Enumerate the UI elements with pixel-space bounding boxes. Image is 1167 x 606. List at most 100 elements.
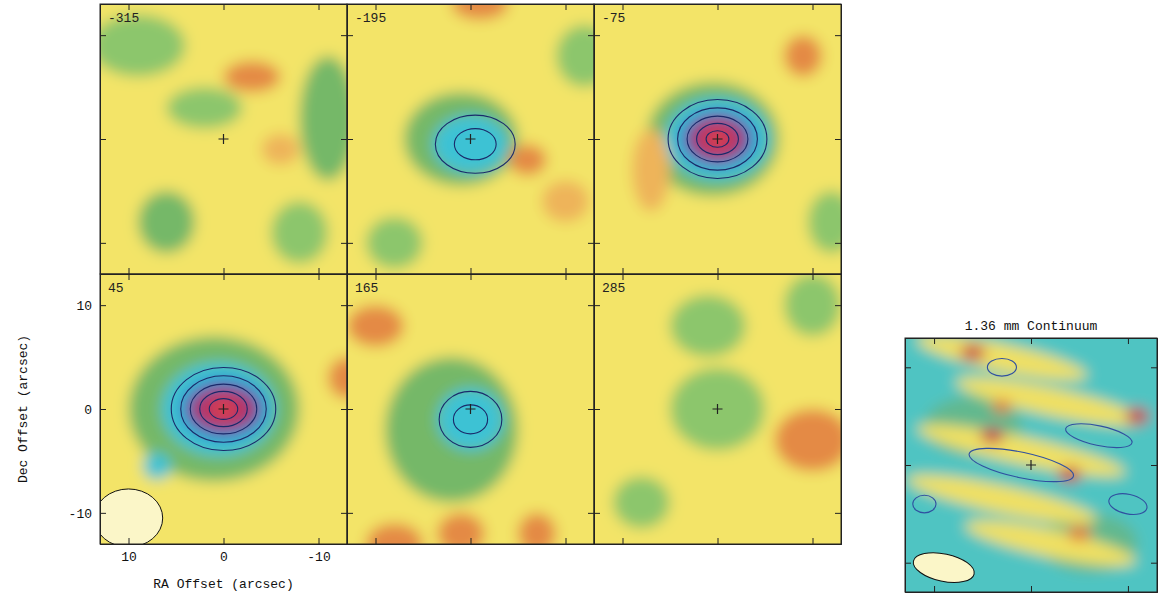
intensity-blob [784, 274, 841, 336]
tick-mark [376, 268, 377, 274]
tick [1031, 338, 1032, 344]
tick [718, 268, 719, 274]
tick [905, 367, 911, 368]
intensity-blob [385, 357, 518, 502]
tick-mark [718, 4, 719, 10]
tick-mark [588, 243, 594, 244]
tick [347, 409, 353, 410]
tick-mark [341, 305, 347, 306]
tick-mark [129, 274, 130, 280]
tick [347, 35, 353, 36]
tick [718, 538, 719, 544]
tick-mark [835, 409, 841, 410]
intensity-blob [962, 512, 1138, 575]
x-axis-bottom [348, 538, 595, 545]
contour [1107, 490, 1149, 517]
panel-frame [100, 4, 347, 274]
tick [588, 139, 594, 140]
tick-mark [224, 274, 225, 280]
tick [347, 139, 353, 140]
tick [376, 4, 377, 10]
tick: 0 [84, 403, 106, 418]
intensity-blob [262, 134, 300, 165]
tick [341, 35, 347, 36]
tick [376, 274, 377, 280]
x-axis-top [101, 274, 348, 280]
intensity-blob [670, 295, 746, 357]
tick [594, 513, 600, 514]
tick [623, 4, 624, 10]
tick [341, 243, 347, 244]
tick-mark [129, 268, 130, 274]
intensity-map [347, 4, 594, 274]
tick [129, 274, 130, 280]
map-background [100, 4, 347, 274]
y-axis-left [594, 275, 600, 545]
tick [224, 4, 225, 10]
plot-area [347, 274, 594, 544]
tick-mark [588, 305, 594, 306]
intensity-blob [347, 305, 404, 347]
tick [347, 513, 353, 514]
tick: -10 [69, 507, 106, 522]
intensity-map [594, 274, 841, 544]
x-axis-top [348, 4, 595, 10]
tick-mark [594, 409, 600, 410]
tick [1128, 338, 1129, 344]
tick-mark [319, 4, 320, 10]
tick: -10 [307, 538, 330, 565]
tick [341, 305, 347, 306]
tick-mark [341, 513, 347, 514]
phase-center-cross [219, 134, 229, 144]
intensity-blob [981, 428, 1004, 444]
axis-line [1151, 339, 1158, 593]
tick-mark [341, 139, 347, 140]
tick-label: 10 [76, 299, 92, 314]
intensity-blob [138, 191, 195, 253]
tick-mark [623, 274, 624, 280]
plot-area [100, 274, 347, 544]
contour [209, 399, 238, 420]
tick [588, 305, 594, 306]
tick-mark [835, 243, 841, 244]
tick [718, 274, 719, 280]
panel-frame [347, 274, 594, 544]
tick-label: -10 [69, 507, 92, 522]
tick [934, 338, 935, 344]
tick [594, 35, 600, 36]
tick [588, 513, 594, 514]
tick [224, 274, 225, 280]
tick-mark [376, 274, 377, 280]
tick [588, 243, 594, 244]
map-background [100, 274, 347, 544]
tick-mark [594, 243, 600, 244]
y-axis-left [594, 5, 600, 275]
tick [566, 538, 567, 544]
axis-line [348, 5, 595, 11]
intensity-blob [224, 61, 281, 92]
tick-mark [376, 4, 377, 10]
y-axis-left: -10 0 10 [69, 275, 106, 545]
tick-mark [588, 513, 594, 514]
tick-label: 0 [220, 550, 228, 565]
axis-line [595, 5, 842, 11]
tick-mark [224, 4, 225, 10]
plot-area [905, 338, 1157, 592]
tick [718, 4, 719, 10]
tick-mark [588, 35, 594, 36]
tick-mark [347, 243, 353, 244]
tick-mark [623, 4, 624, 10]
tick [566, 4, 567, 10]
panel: 165 [317, 244, 624, 574]
intensity-blob [680, 110, 756, 168]
velocity-label: -315 [108, 11, 139, 26]
panel-title: 1.36 mm Continuum [965, 319, 1098, 334]
tick-mark [813, 4, 814, 10]
tick-mark [1151, 563, 1157, 564]
tick-mark [623, 538, 624, 544]
intensity-blob [271, 201, 328, 263]
panel: 100-10-1001045RA Offset (arcsec)Dec Offs… [16, 244, 377, 592]
tick-mark [594, 35, 600, 36]
y-axis-left [347, 275, 353, 545]
tick-mark [1151, 465, 1157, 466]
